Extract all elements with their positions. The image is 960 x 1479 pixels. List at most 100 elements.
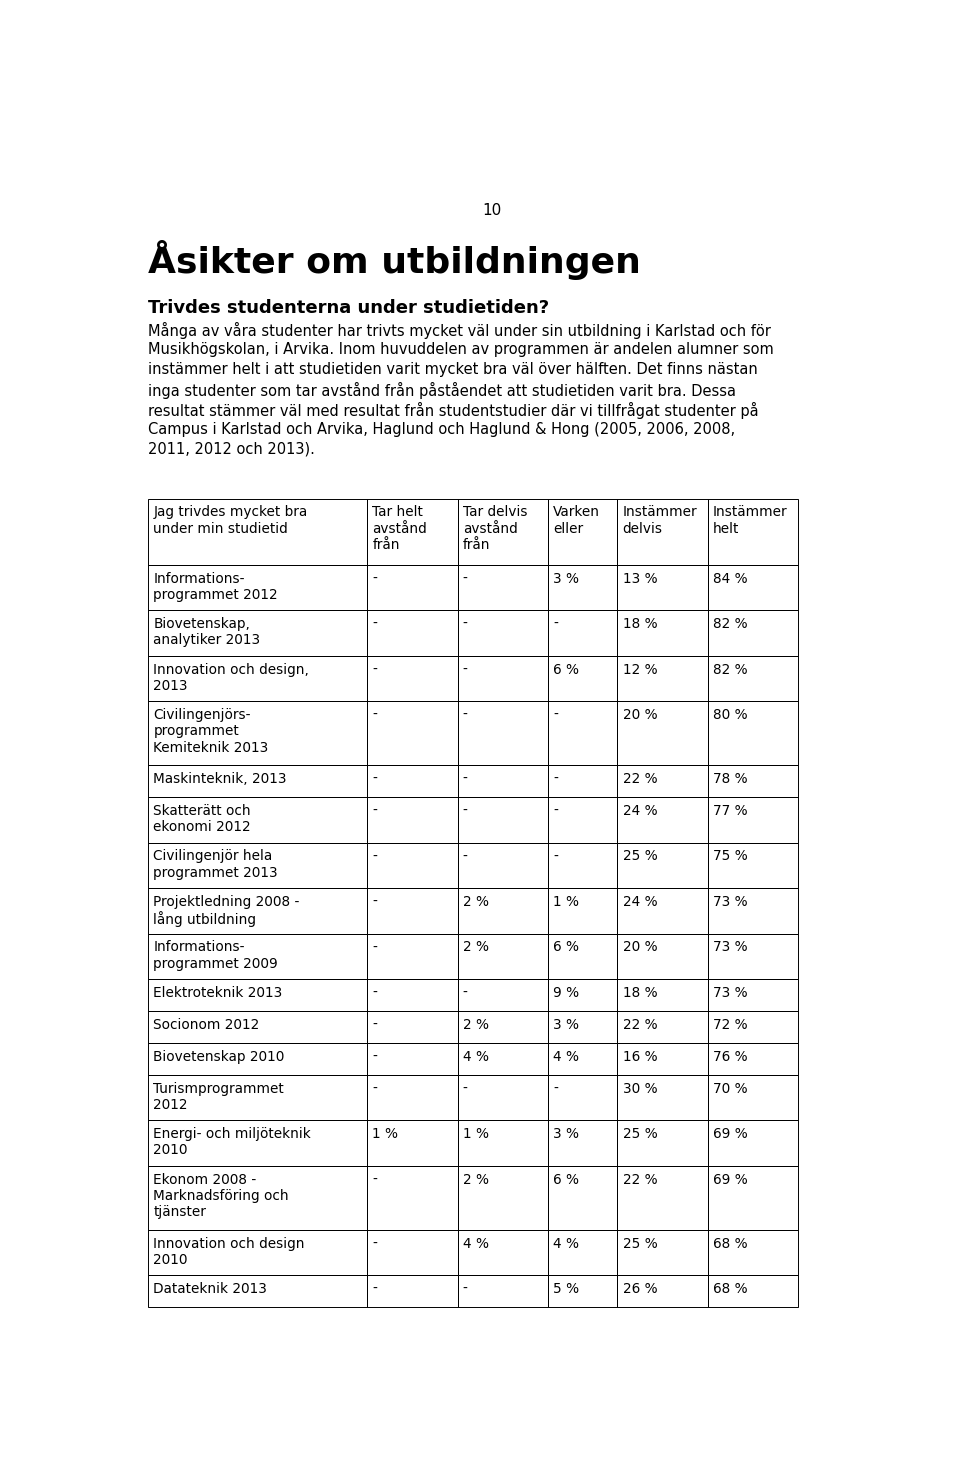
Text: 6 %: 6 % [553,941,579,954]
Bar [708,933,798,979]
Bar [708,1075,798,1121]
Bar [367,1229,458,1275]
Bar [367,1043,458,1075]
Text: -: - [463,1081,468,1096]
Bar [617,655,708,701]
Bar [617,1229,708,1275]
Text: Informations-
programmet 2012: Informations- programmet 2012 [154,571,278,602]
Bar [367,701,458,765]
Bar [617,498,708,565]
Bar [617,565,708,611]
Bar [367,843,458,887]
Text: -: - [553,617,558,632]
Text: -: - [372,941,377,954]
Bar [708,498,798,565]
Text: 68 %: 68 % [713,1282,748,1296]
Bar [148,1229,367,1275]
Bar [548,1121,617,1165]
Bar [458,979,548,1012]
Text: Jag trivdes mycket bra
under min studietid: Jag trivdes mycket bra under min studiet… [154,506,308,535]
Text: -: - [463,1282,468,1296]
Bar [708,611,798,655]
Text: 6 %: 6 % [553,1173,579,1186]
Text: instämmer helt i att studietiden varit mycket bra väl över hälften. Det finns nä: instämmer helt i att studietiden varit m… [148,362,758,377]
Text: Turismprogrammet
2012: Turismprogrammet 2012 [154,1081,284,1112]
Text: 73 %: 73 % [713,986,748,1000]
Bar [548,797,617,843]
Bar [148,498,367,565]
Text: 4 %: 4 % [553,1050,579,1063]
Text: -: - [372,663,377,676]
Text: Tar helt
avstånd
från: Tar helt avstånd från [372,506,427,552]
Bar [708,1121,798,1165]
Text: -: - [553,849,558,864]
Text: 25 %: 25 % [622,849,658,864]
Bar [617,1275,708,1307]
Bar [458,655,548,701]
Text: Skatterätt och
ekonomi 2012: Skatterätt och ekonomi 2012 [154,805,252,834]
Bar [617,1012,708,1043]
Text: -: - [553,708,558,722]
Text: -: - [463,986,468,1000]
Bar [617,1043,708,1075]
Text: 69 %: 69 % [713,1127,748,1142]
Bar [458,1121,548,1165]
Text: Datateknik 2013: Datateknik 2013 [154,1282,267,1296]
Bar [617,1121,708,1165]
Text: -: - [372,805,377,818]
Bar [548,565,617,611]
Text: -: - [372,1282,377,1296]
Bar [548,498,617,565]
Text: 1 %: 1 % [553,895,579,910]
Text: 20 %: 20 % [622,941,658,954]
Bar [458,498,548,565]
Text: resultat stämmer väl med resultat från studentstudier där vi tillfrågat studente: resultat stämmer väl med resultat från s… [148,402,759,419]
Bar [708,979,798,1012]
Text: Elektroteknik 2013: Elektroteknik 2013 [154,986,283,1000]
Text: 72 %: 72 % [713,1018,748,1032]
Text: -: - [372,708,377,722]
Text: -: - [372,1081,377,1096]
Bar [458,765,548,797]
Text: 6 %: 6 % [553,663,579,676]
Text: 24 %: 24 % [622,805,658,818]
Text: 75 %: 75 % [713,849,748,864]
Text: Innovation och design
2010: Innovation och design 2010 [154,1236,305,1268]
Text: 84 %: 84 % [713,571,748,586]
Text: -: - [372,1050,377,1063]
Bar [148,933,367,979]
Bar [367,979,458,1012]
Bar [708,1012,798,1043]
Bar [617,887,708,933]
Bar [548,1075,617,1121]
Bar [548,765,617,797]
Text: Ekonom 2008 -
Marknadsföring och
tjänster: Ekonom 2008 - Marknadsföring och tjänste… [154,1173,289,1219]
Bar [708,701,798,765]
Text: 24 %: 24 % [622,895,658,910]
Text: 4 %: 4 % [463,1050,489,1063]
Bar [148,701,367,765]
Text: -: - [372,849,377,864]
Text: 10: 10 [482,203,502,217]
Bar [548,1229,617,1275]
Text: -: - [372,986,377,1000]
Bar [367,1075,458,1121]
Bar [458,1229,548,1275]
Text: -: - [372,571,377,586]
Bar [148,565,367,611]
Text: 4 %: 4 % [553,1236,579,1251]
Bar [367,655,458,701]
Bar [548,979,617,1012]
Bar [617,843,708,887]
Bar [367,1012,458,1043]
Bar [708,843,798,887]
Text: -: - [372,895,377,910]
Bar [548,611,617,655]
Text: 77 %: 77 % [713,805,748,818]
Text: -: - [463,617,468,632]
Text: 22 %: 22 % [622,772,658,785]
Bar [708,1275,798,1307]
Text: Biovetenskap 2010: Biovetenskap 2010 [154,1050,285,1063]
Text: 73 %: 73 % [713,941,748,954]
Bar [708,1043,798,1075]
